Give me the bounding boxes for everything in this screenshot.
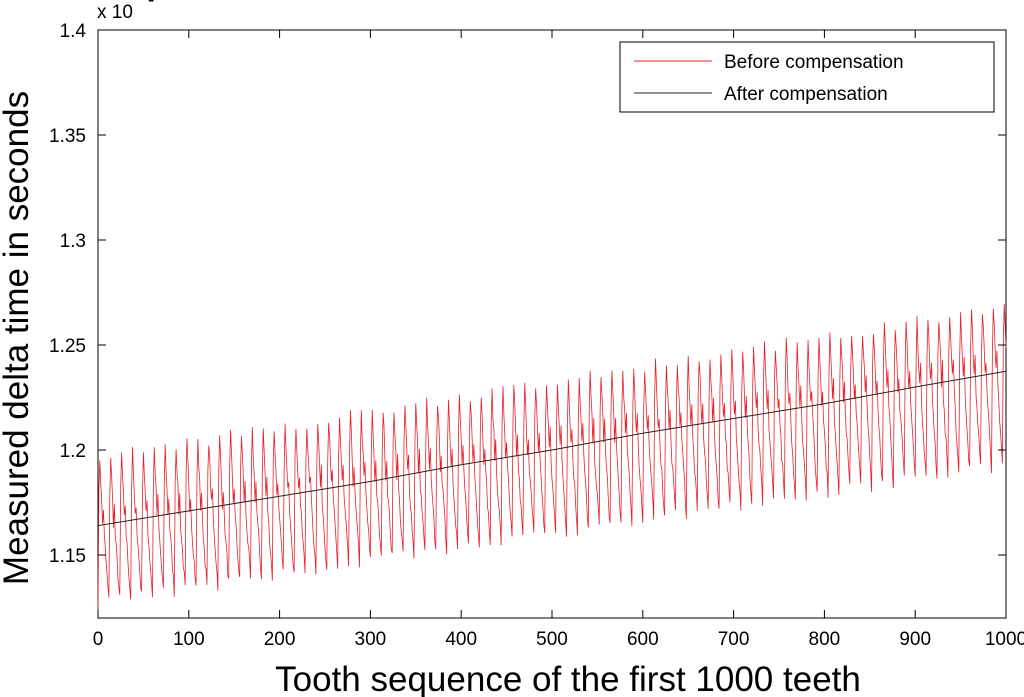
x-tick-label: 800 — [809, 629, 841, 650]
x-tick-label: 900 — [899, 629, 931, 650]
series-line-before-compensation — [97, 304, 1007, 610]
y-tick-label: 1.2 — [60, 441, 86, 462]
legend-box — [619, 41, 995, 113]
legend-label-before: Before compensation — [724, 52, 904, 73]
series-line-after-compensation — [97, 370, 1007, 527]
x-tick-label: 0 — [93, 629, 104, 650]
x-tick-label: 700 — [718, 629, 750, 650]
series-after-compensation — [97, 370, 1007, 527]
y-tick-label: 1.15 — [49, 546, 86, 567]
x-tick-label: 100 — [173, 629, 205, 650]
x-tick-label: 200 — [264, 629, 296, 650]
legend: Before compensation After compensation — [619, 41, 995, 113]
x-tick-label: 1000 — [985, 629, 1024, 650]
x-tick-label: 400 — [445, 629, 477, 650]
plot-area — [97, 29, 1007, 619]
y-axis-ticks: 1.15 1.2 1.25 1.3 1.35 1.4 — [49, 21, 1006, 567]
x-tick-label: 500 — [536, 629, 568, 650]
y-tick-label: 1.4 — [60, 21, 87, 42]
y-multiplier-exponent: - — [148, 0, 154, 11]
legend-label-after: After compensation — [724, 84, 888, 105]
x-axis-title: Tooth sequence of the first 1000 teeth — [275, 660, 861, 697]
series-before-compensation — [97, 304, 1007, 610]
x-tick-label: 600 — [627, 629, 659, 650]
y-tick-label: 1.35 — [49, 126, 86, 147]
y-tick-label: 1.25 — [49, 336, 86, 357]
y-tick-label: 1.3 — [60, 231, 86, 252]
x-axis-ticks: 0 100 200 300 400 500 600 700 800 900 1000 — [93, 30, 1024, 650]
x-tick-label: 300 — [355, 629, 387, 650]
y-axis-title: Measured delta time in seconds — [0, 91, 36, 585]
y-multiplier-label: x 10 — [97, 2, 133, 23]
